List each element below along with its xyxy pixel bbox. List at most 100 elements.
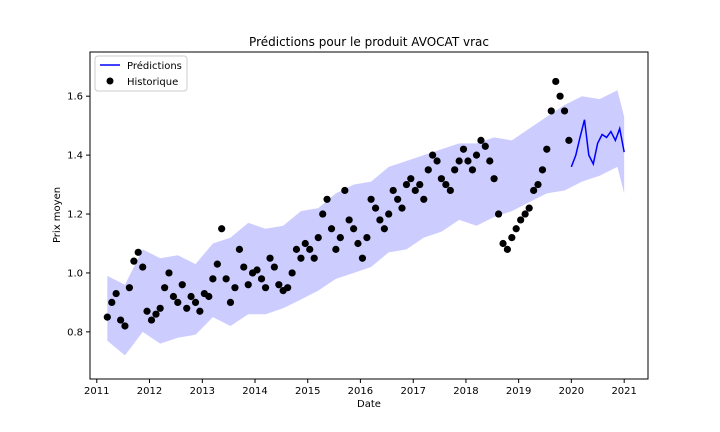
x-tick-label: 2019 [506, 386, 531, 397]
history-point [490, 175, 498, 183]
x-tick-label: 2011 [84, 386, 109, 397]
history-point [257, 275, 266, 283]
history-point [288, 269, 296, 277]
history-point [402, 180, 411, 189]
y-tick-label: 1.0 [67, 268, 83, 279]
history-point [464, 157, 472, 165]
history-point [121, 322, 129, 330]
history-point [310, 254, 318, 262]
history-point [314, 233, 322, 242]
history-point [451, 166, 459, 174]
history-point [389, 186, 397, 195]
history-point [187, 292, 195, 301]
history-point [161, 284, 169, 292]
history-point [134, 248, 142, 256]
history-point [174, 298, 182, 307]
history-point [380, 225, 388, 233]
history-point [420, 195, 428, 203]
history-point [336, 233, 344, 242]
y-tick-label: 1.2 [67, 210, 83, 221]
history-point [306, 245, 314, 253]
history-point [266, 254, 274, 262]
history-point [301, 239, 309, 248]
history-point [165, 269, 173, 277]
history-point [521, 210, 529, 218]
history-point [407, 175, 415, 183]
history-point [292, 245, 301, 253]
y-tick-label: 1.4 [67, 151, 83, 162]
history-points-layer [103, 77, 573, 330]
y-axis-label: Prix moyen [52, 187, 63, 243]
x-tick-label: 2012 [137, 386, 162, 397]
history-point [139, 263, 147, 271]
history-point [503, 245, 511, 253]
history-point [437, 175, 446, 183]
history-point [494, 210, 503, 218]
history-point [319, 210, 327, 218]
history-point [534, 180, 542, 189]
history-point [222, 275, 230, 283]
history-point [398, 204, 406, 212]
history-point [433, 157, 441, 165]
history-point [169, 292, 178, 301]
chart-title: Prédictions pour le produit AVOCAT vrac [249, 35, 489, 49]
history-point [244, 281, 252, 289]
history-point [261, 284, 270, 292]
history-point [218, 225, 226, 233]
history-point [547, 107, 555, 115]
history-point [226, 298, 235, 307]
history-point [543, 145, 551, 153]
history-point [205, 292, 213, 301]
history-point [143, 307, 151, 315]
x-tick-label: 2014 [242, 386, 267, 397]
forecast-line-layer [570, 119, 625, 168]
history-point [108, 298, 116, 307]
history-point [117, 316, 125, 324]
legend-label-forecast: Prédictions [127, 60, 182, 72]
history-point [525, 204, 533, 212]
history-point [424, 166, 432, 174]
history-point [253, 266, 261, 274]
x-tick-label: 2016 [348, 386, 373, 397]
history-point [178, 281, 186, 289]
history-point [446, 186, 454, 195]
history-point [459, 145, 468, 153]
history-point [363, 233, 371, 242]
plot-area-frame [89, 51, 649, 380]
history-point [371, 204, 380, 212]
x-tick-label: 2013 [190, 386, 215, 397]
history-point [560, 107, 569, 115]
history-point [112, 289, 120, 298]
history-point [191, 298, 200, 307]
history-point [345, 216, 353, 224]
x-tick-label: 2017 [401, 386, 426, 397]
history-point [552, 77, 560, 86]
history-point [556, 92, 564, 100]
history-point [530, 186, 538, 195]
x-tick-label: 2020 [559, 386, 584, 397]
x-axis: 2011 2012 2013 2014 2015 2016 2017 2018 2019 2020… [84, 379, 637, 397]
history-point [297, 254, 305, 262]
legend-dot-swatch [106, 77, 114, 85]
history-point [270, 263, 278, 271]
history-point [152, 310, 160, 318]
history-point [275, 281, 283, 289]
history-point [428, 151, 437, 159]
history-point [209, 275, 217, 283]
forecast-line [570, 119, 625, 168]
history-point [416, 180, 424, 189]
history-point [367, 195, 375, 203]
x-tick-label: 2015 [295, 386, 320, 397]
x-tick-label: 2018 [453, 386, 478, 397]
history-point [358, 254, 367, 262]
history-point [477, 136, 485, 144]
history-point [103, 313, 111, 321]
y-tick-label: 0.8 [67, 327, 83, 338]
history-point [517, 216, 525, 224]
legend-label-history: Historique [127, 77, 178, 88]
legend: Prédictions Historique [94, 55, 188, 92]
history-point [284, 284, 292, 292]
history-point [196, 307, 204, 315]
history-point [183, 304, 191, 312]
history-point [332, 245, 340, 253]
